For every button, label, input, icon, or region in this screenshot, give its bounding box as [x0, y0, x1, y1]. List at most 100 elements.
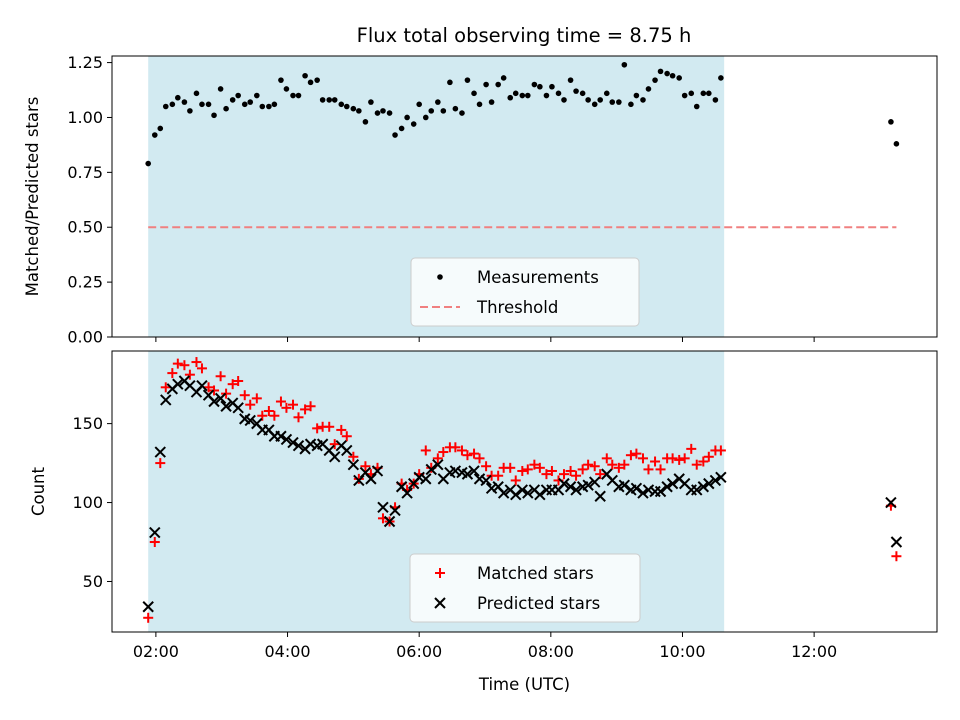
- matched-star-point: [360, 461, 371, 472]
- matched-star-point: [456, 445, 467, 456]
- measurement-point: [241, 101, 248, 108]
- y-tick-label: 1.00: [67, 108, 103, 127]
- legend-marker-matched: [435, 568, 445, 578]
- predicted-star-point: [292, 440, 305, 452]
- measurement-point: [718, 75, 724, 81]
- measurement-point: [326, 97, 333, 103]
- measurement-point: [392, 132, 398, 138]
- measurement-point: [380, 108, 386, 114]
- matched-star-point: [245, 399, 256, 410]
- measurement-point: [416, 101, 422, 108]
- matched-star-point: [191, 357, 202, 368]
- measurement-point: [223, 105, 229, 112]
- measurement-point: [706, 90, 712, 97]
- predicted-star-point: [516, 484, 529, 496]
- chart-title: Flux total observing time = 8.75 h: [357, 24, 692, 47]
- measurement-point: [464, 77, 471, 83]
- measurement-point: [519, 92, 526, 99]
- predicted-star-point: [304, 438, 317, 450]
- matched-star-point: [221, 388, 232, 399]
- measurement-point: [676, 75, 682, 81]
- x-tick-label: 12:00: [791, 642, 837, 661]
- measurement-point: [181, 99, 188, 105]
- matched-star-point: [155, 458, 166, 469]
- predicted-star-point: [383, 515, 396, 528]
- measurement-point: [561, 97, 567, 103]
- measurement-point: [350, 105, 357, 112]
- measurement-point: [603, 90, 610, 97]
- matched-star-point: [650, 456, 661, 467]
- measurement-point: [537, 83, 543, 90]
- matched-star-point: [474, 453, 485, 464]
- measurement-point: [452, 105, 459, 112]
- matched-star-point: [450, 442, 461, 453]
- measurement-point: [645, 86, 652, 92]
- measurement-point: [290, 92, 296, 99]
- matched-star-point: [227, 379, 238, 390]
- measurement-point: [386, 110, 393, 116]
- matched-star-point: [698, 456, 709, 467]
- y-tick-label: 0.25: [67, 273, 103, 292]
- predicted-star-point: [589, 476, 601, 488]
- measurement-point: [404, 114, 410, 121]
- bottom-data-marks: [142, 357, 903, 623]
- x-tick-label: 04:00: [264, 642, 310, 661]
- predicted-star-point: [691, 484, 703, 496]
- y-tick-label: 50: [83, 572, 103, 591]
- measurement-point: [488, 99, 495, 105]
- predicted-star-point: [214, 392, 227, 405]
- measurement-point: [507, 94, 514, 101]
- y-tick-label: 0.75: [67, 163, 103, 182]
- x-tick-label: 02:00: [133, 642, 179, 661]
- predicted-star-point: [697, 481, 710, 493]
- predicted-star-point: [885, 496, 897, 509]
- top-data-marks: [145, 61, 900, 229]
- measurement-point: [247, 99, 254, 105]
- matched-star-point: [160, 382, 171, 393]
- measurement-point: [254, 92, 260, 99]
- measurement-point: [428, 108, 435, 114]
- measurement-point: [640, 97, 646, 103]
- predicted-star-point: [522, 487, 534, 499]
- matched-star-point: [686, 443, 697, 454]
- matched-star-point: [589, 461, 600, 472]
- legend-box: [409, 553, 641, 623]
- matched-star-point: [281, 402, 292, 413]
- measurement-point: [271, 101, 278, 108]
- matched-star-point: [263, 405, 274, 416]
- top-y-axis-label: Matched/Predicted stars: [23, 97, 42, 297]
- predicted-star-point: [328, 451, 341, 463]
- matched-star-point: [341, 431, 352, 442]
- predicted-star-point: [420, 473, 432, 485]
- matched-star-point: [679, 453, 690, 464]
- matched-star-point: [541, 469, 552, 480]
- matched-star-point: [583, 459, 594, 470]
- matched-star-point: [300, 404, 311, 415]
- matched-star-point: [293, 412, 304, 423]
- matched-star-point: [432, 453, 443, 464]
- measurement-point: [657, 68, 664, 75]
- matched-star-point: [305, 401, 316, 412]
- bottom-y-axis: 50 100 150: [72, 414, 112, 591]
- top-panel: 0.00 0.25 0.50 0.75 1.00 1.25 Matched/Predict…: [23, 53, 938, 347]
- measurement-point: [295, 92, 302, 99]
- measurement-point: [459, 110, 465, 116]
- measurement-point: [567, 77, 574, 83]
- measurement-point: [633, 92, 640, 99]
- matched-star-point: [643, 464, 654, 475]
- measurement-point: [145, 160, 152, 167]
- x-tick-label: 08:00: [528, 642, 574, 661]
- predicted-star-point: [642, 484, 655, 496]
- matched-star-point: [215, 371, 226, 382]
- measurement-point: [893, 141, 900, 147]
- measurement-point: [175, 94, 181, 101]
- matched-star-point: [505, 462, 516, 473]
- matched-star-point: [288, 399, 299, 410]
- predicted-star-point: [703, 477, 715, 490]
- y-tick-label: 0.50: [67, 218, 103, 237]
- measurement-point: [157, 125, 164, 132]
- measurement-point: [278, 77, 284, 83]
- measurement-point: [573, 88, 579, 94]
- predicted-star-point: [280, 433, 293, 446]
- legend-marker-measurements: [437, 274, 443, 280]
